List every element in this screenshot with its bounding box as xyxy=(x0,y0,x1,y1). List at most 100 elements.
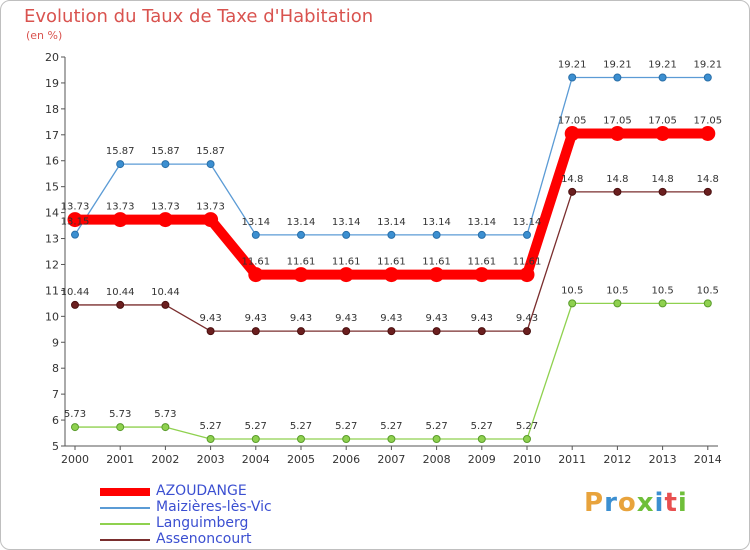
data-point xyxy=(703,299,712,308)
data-point xyxy=(655,126,671,142)
x-tick-label: 2006 xyxy=(332,453,360,466)
y-tick-label: 17 xyxy=(45,129,59,142)
brand-letter: t xyxy=(664,488,678,518)
data-point xyxy=(71,423,79,432)
y-tick-label: 13 xyxy=(45,233,59,246)
y-tick-label: 16 xyxy=(45,155,59,168)
data-point xyxy=(658,299,667,308)
data-label: 5.27 xyxy=(471,421,493,432)
data-label: 13.14 xyxy=(332,217,361,228)
data-point xyxy=(203,212,219,228)
data-point xyxy=(251,434,260,443)
data-label: 13.14 xyxy=(287,217,316,228)
y-tick-label: 18 xyxy=(45,103,59,116)
data-point xyxy=(342,434,351,443)
data-label: 11.61 xyxy=(513,257,542,268)
data-point xyxy=(703,73,712,82)
y-tick-label: 7 xyxy=(52,388,59,401)
data-point xyxy=(432,230,441,239)
brand-letter: x xyxy=(636,488,655,518)
data-point xyxy=(432,434,441,443)
data-point xyxy=(613,299,622,308)
data-point xyxy=(297,230,305,239)
data-point xyxy=(477,434,486,443)
data-point xyxy=(387,434,396,443)
data-label: 10.44 xyxy=(106,287,135,298)
data-label: 9.43 xyxy=(335,313,357,324)
chart-title: Evolution du Taux de Taxe d'Habitation xyxy=(24,6,374,27)
data-label: 15.87 xyxy=(106,146,135,157)
data-point xyxy=(658,73,667,82)
data-label: 13.14 xyxy=(467,217,496,228)
data-point xyxy=(116,423,125,432)
data-label: 13.15 xyxy=(61,217,90,228)
data-point xyxy=(251,230,260,239)
y-tick-label: 12 xyxy=(45,258,59,271)
data-label: 5.73 xyxy=(154,409,176,420)
data-point xyxy=(297,327,305,336)
data-point xyxy=(568,299,577,308)
legend-swatch xyxy=(100,488,150,496)
x-tick-label: 2002 xyxy=(151,453,179,466)
data-label: 9.43 xyxy=(199,313,221,324)
data-label: 5.27 xyxy=(245,421,267,432)
x-tick-label: 2008 xyxy=(423,453,451,466)
data-point xyxy=(613,187,622,196)
data-point xyxy=(67,212,83,228)
data-label: 13.14 xyxy=(422,217,451,228)
data-label: 13.14 xyxy=(241,217,270,228)
legend-label: Maizières-lès-Vic xyxy=(156,499,272,515)
y-tick-label: 10 xyxy=(45,310,59,323)
data-point xyxy=(568,187,577,196)
brand-letter: i xyxy=(677,488,688,518)
data-label: 11.61 xyxy=(467,257,496,268)
data-point xyxy=(609,126,625,142)
data-point xyxy=(206,434,215,443)
data-point xyxy=(251,327,260,336)
data-label: 15.87 xyxy=(196,146,225,157)
data-label: 14.8 xyxy=(606,174,628,185)
data-label: 13.14 xyxy=(513,217,542,228)
x-tick-label: 2009 xyxy=(468,453,496,466)
data-point xyxy=(206,160,215,169)
x-tick-label: 2000 xyxy=(61,453,89,466)
data-label: 9.43 xyxy=(245,313,267,324)
x-tick-label: 2014 xyxy=(694,453,722,466)
brand-logo: Proxiti xyxy=(584,488,688,518)
y-tick-label: 6 xyxy=(52,414,59,427)
legend-label: Assenoncourt xyxy=(156,531,252,547)
data-label: 10.5 xyxy=(561,285,583,296)
data-label: 17.05 xyxy=(603,116,632,127)
data-point xyxy=(568,73,577,82)
data-label: 17.05 xyxy=(648,116,677,127)
data-point xyxy=(523,327,531,336)
data-label: 14.8 xyxy=(651,174,673,185)
data-point xyxy=(206,327,215,336)
data-point xyxy=(658,187,667,196)
data-label: 10.44 xyxy=(151,287,180,298)
data-point xyxy=(116,300,125,309)
data-point xyxy=(297,434,305,443)
legend-swatch xyxy=(100,507,150,509)
x-tick-label: 2012 xyxy=(603,453,631,466)
data-label: 19.21 xyxy=(648,59,677,70)
legend-swatch xyxy=(100,523,150,525)
data-label: 10.5 xyxy=(651,285,673,296)
data-label: 11.61 xyxy=(422,257,451,268)
data-label: 13.14 xyxy=(377,217,406,228)
data-point xyxy=(161,160,170,169)
data-label: 9.43 xyxy=(471,313,493,324)
data-label: 15.87 xyxy=(151,146,180,157)
brand-letter: o xyxy=(617,488,637,518)
data-label: 5.27 xyxy=(290,421,312,432)
data-label: 9.43 xyxy=(516,313,538,324)
y-tick-label: 11 xyxy=(45,284,59,297)
data-point xyxy=(387,230,396,239)
data-point xyxy=(519,267,535,283)
data-label: 5.27 xyxy=(199,421,221,432)
data-label: 17.05 xyxy=(558,116,587,127)
legend-label: Languimberg xyxy=(156,515,249,531)
data-label: 9.43 xyxy=(290,313,312,324)
